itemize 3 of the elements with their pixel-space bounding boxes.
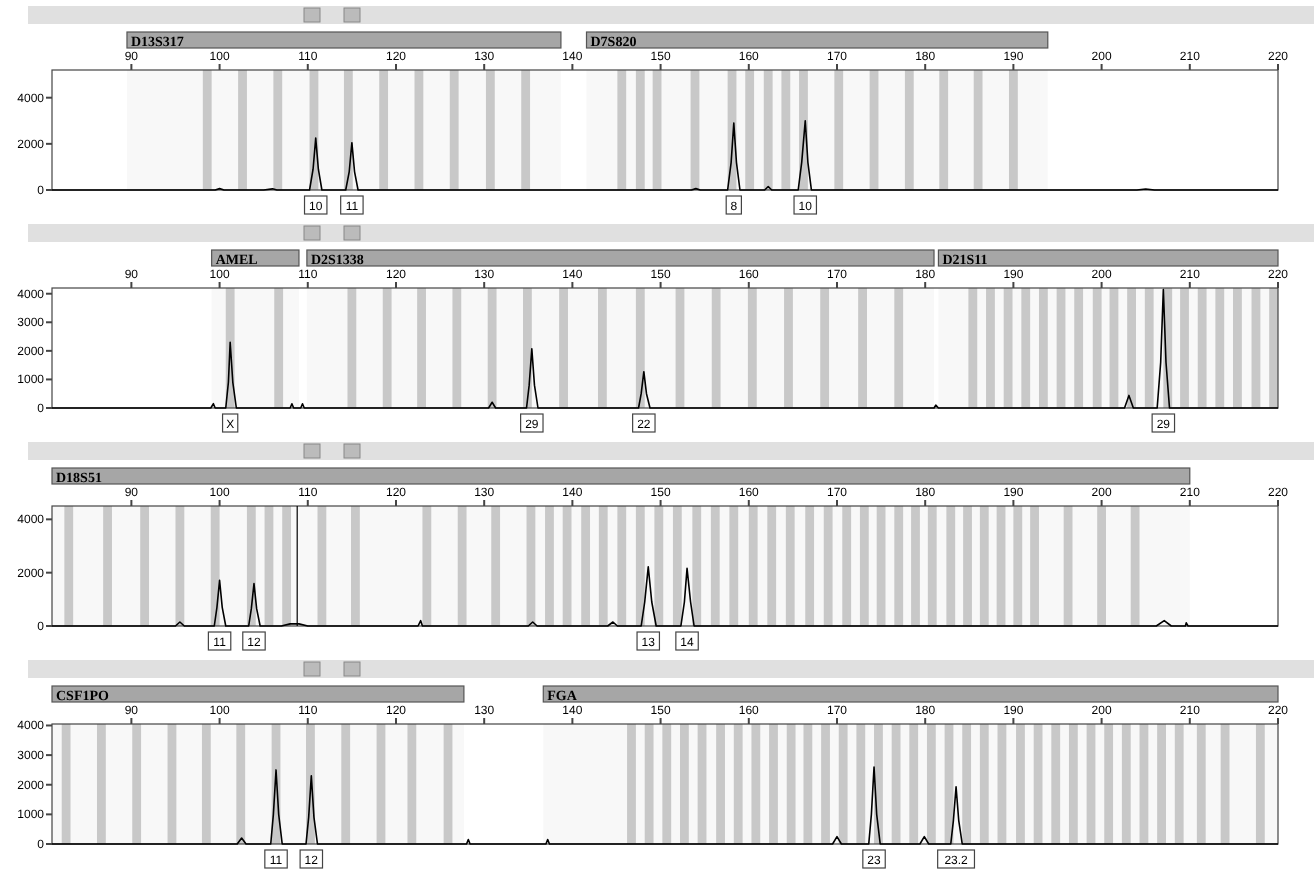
line-series bbox=[51, 288, 1279, 409]
line-series bbox=[51, 766, 1279, 845]
line-series bbox=[51, 119, 1279, 191]
